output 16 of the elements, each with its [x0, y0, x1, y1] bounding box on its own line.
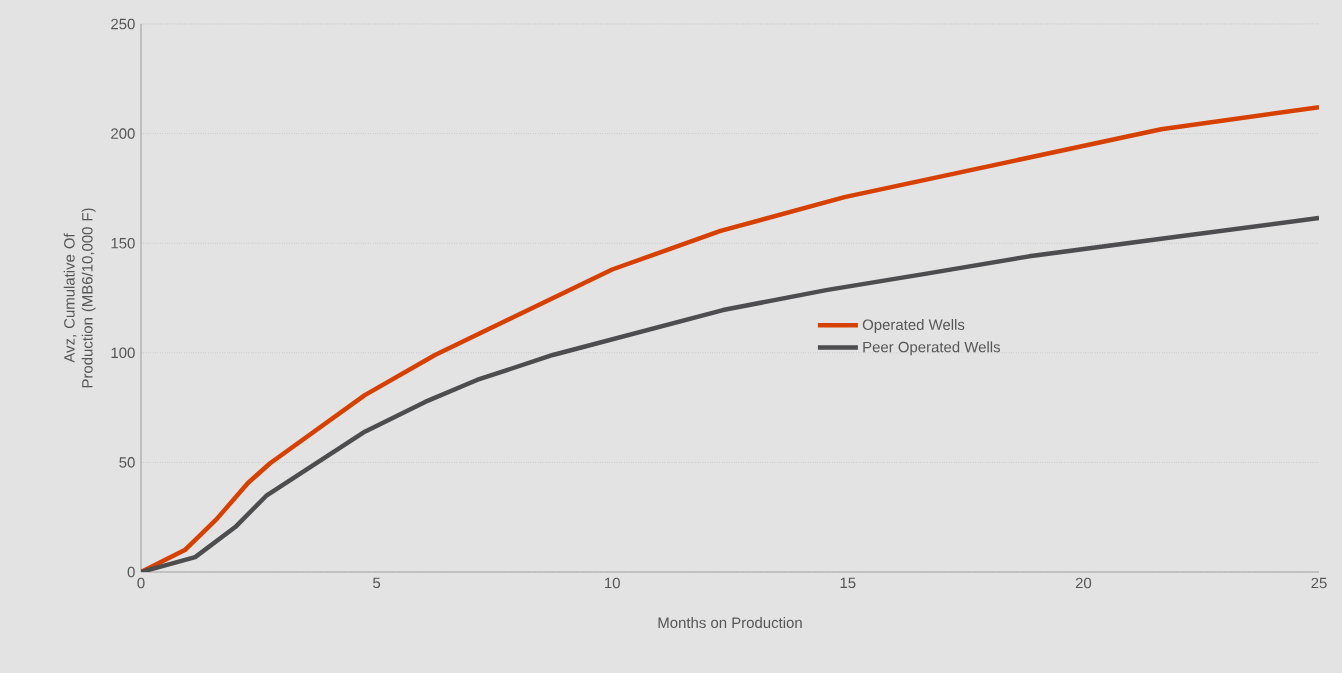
x-tick-label: 15: [840, 577, 856, 589]
y-tick-label: 0: [127, 566, 135, 578]
x-tick-label: 5: [373, 577, 381, 589]
x-tick-label: 10: [605, 577, 620, 589]
x-tick-label: 25: [1311, 577, 1327, 589]
y-tick-label: 100: [111, 347, 135, 359]
y-tick-label: 150: [111, 237, 135, 249]
x-axis-title: Months on Production: [658, 617, 802, 629]
legend-label: Operated Wells: [862, 319, 965, 333]
y-tick-label: 200: [111, 128, 135, 139]
y-tick-label: 250: [111, 18, 135, 30]
x-tick-label: 0: [137, 577, 145, 589]
y-axis-title: Avz, Cumulative Of Production (MB6/10,000 F): [63, 208, 96, 388]
y-tick-label: 50: [119, 457, 135, 468]
x-tick-label: 20: [1075, 577, 1092, 589]
legend-label: Peer Operated Wells: [863, 341, 1001, 356]
